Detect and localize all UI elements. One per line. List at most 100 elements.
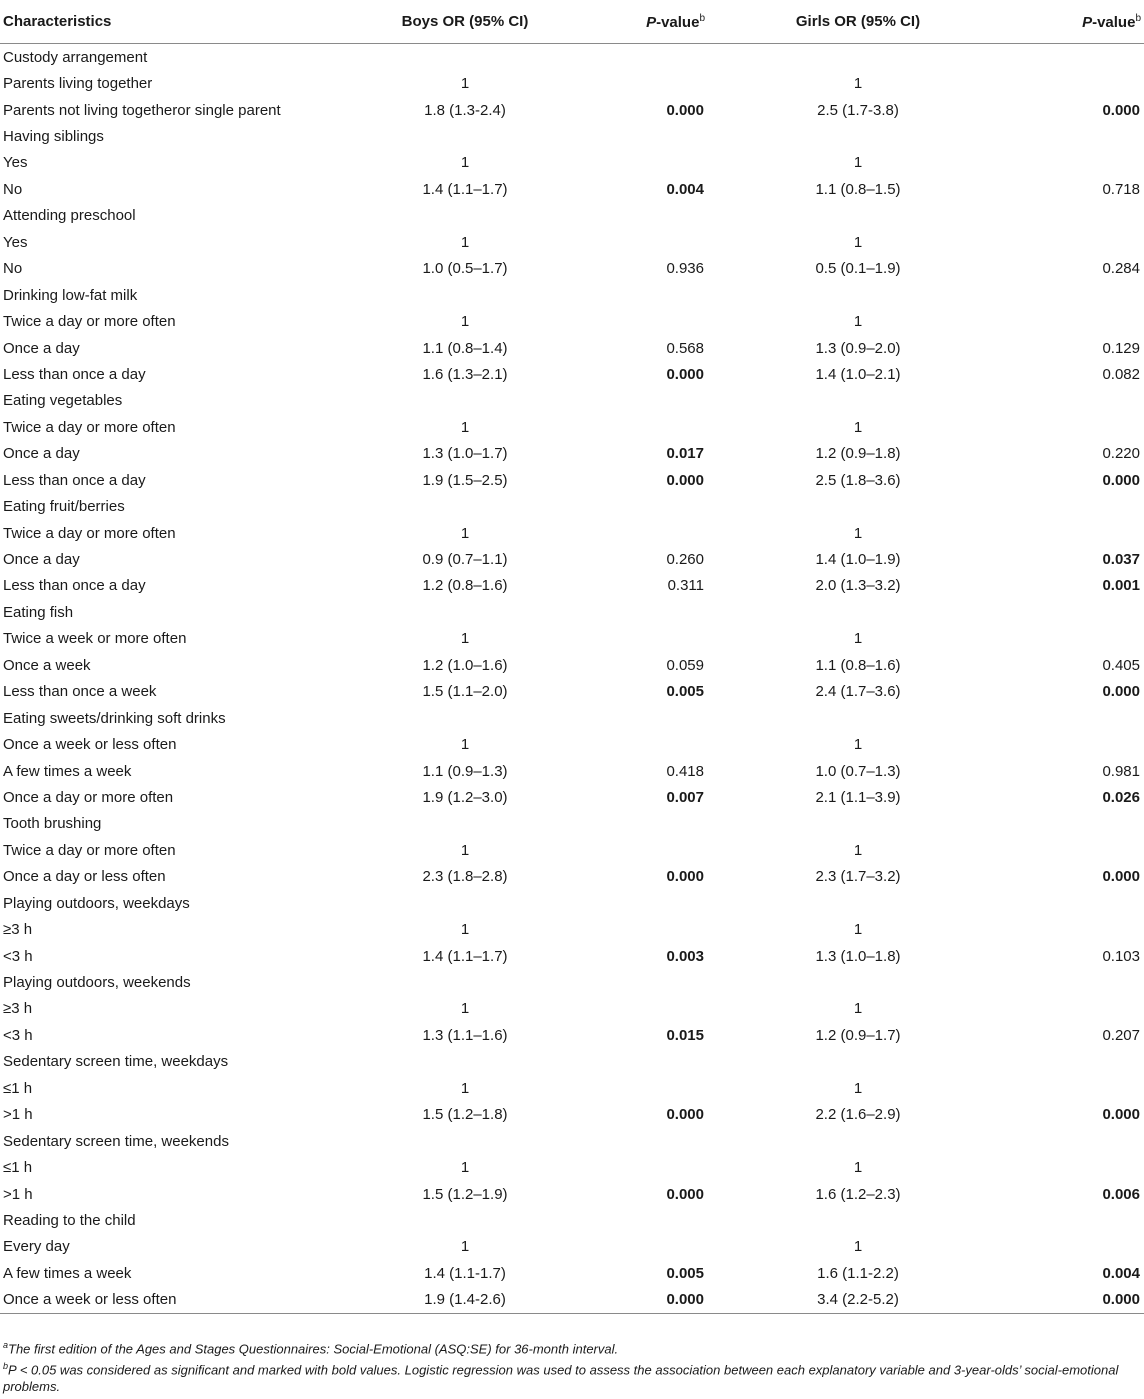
boys-p-value-cell xyxy=(600,837,708,863)
girls-or-cell: 2.4 (1.7–3.6) xyxy=(815,683,901,701)
girls-or-cell: 1.3 (1.0–1.8) xyxy=(815,947,901,965)
row-characteristic: Once a day xyxy=(3,445,80,463)
boys-or-cell: 1 xyxy=(460,524,470,542)
row-characteristic: No xyxy=(3,260,23,278)
row-characteristic: Attending preschool xyxy=(3,207,136,225)
table-row: Parents not living togetheror single par… xyxy=(0,97,1144,123)
boys-p-value-cell xyxy=(600,811,708,837)
boys-or-cell: 0.9 (0.7–1.1) xyxy=(422,551,508,569)
boys-or-cell: 1 xyxy=(460,75,470,93)
table-row: Having siblings xyxy=(0,123,1144,149)
row-characteristic: Twice a day or more often xyxy=(3,313,176,331)
table-row: Once a day or more often 1.9 (1.2–3.0) 0.0… xyxy=(0,784,1144,810)
girls-or-cell: 3.4 (2.2-5.2) xyxy=(708,1286,1008,1314)
girls-or-cell xyxy=(708,123,1008,149)
boys-p-value-cell xyxy=(600,414,708,440)
header-p-suffix: -value xyxy=(1092,13,1136,31)
row-characteristic: >1 h xyxy=(3,1106,33,1124)
boys-p-value-cell: 0.017 xyxy=(666,445,704,463)
girls-or-cell: 1.1 (0.8–1.6) xyxy=(815,656,901,674)
table-row: Playing outdoors, weekends xyxy=(0,969,1144,995)
girls-p-value-cell xyxy=(1008,203,1144,229)
girls-p-value-cell xyxy=(1008,229,1144,255)
boys-p-value-cell xyxy=(600,520,708,546)
row-characteristic: ≤1 h xyxy=(3,1079,33,1097)
table-row: <3 h 1.4 (1.1–1.7) 0.003 1.3 (1.0–1.8) 0.103 xyxy=(0,943,1144,969)
boys-p-value-cell: 0.004 xyxy=(666,180,704,198)
boys-p-value-cell: 0.000 xyxy=(666,101,704,119)
boys-p-value-cell: 0.007 xyxy=(666,788,704,806)
table-row: Sedentary screen time, weekdays xyxy=(0,1049,1144,1075)
boys-or-cell: 1.5 (1.2–1.8) xyxy=(422,1106,508,1124)
row-characteristic: Twice a day or more often xyxy=(3,418,176,436)
table-row: Yes 1 1 xyxy=(0,150,1144,176)
boys-or-cell xyxy=(330,811,600,837)
table-row: A few times a week 1.4 (1.1-1.7) 0.005 1.6 … xyxy=(0,1260,1144,1286)
row-characteristic: Once a day xyxy=(3,339,80,357)
girls-or-cell: 1 xyxy=(853,418,863,436)
girls-or-cell xyxy=(708,388,1008,414)
row-characteristic: Less than once a week xyxy=(3,683,157,701)
boys-p-value-cell xyxy=(600,388,708,414)
header-p-letter: P xyxy=(1082,13,1093,31)
table-row: ≤1 h 1 1 xyxy=(0,1154,1144,1180)
row-characteristic: Playing outdoors, weekdays xyxy=(3,894,190,912)
girls-or-cell: 1.2 (0.9–1.8) xyxy=(815,445,901,463)
table-row: Custody arrangement xyxy=(0,44,1144,71)
boys-p-value-cell: 0.568 xyxy=(666,339,704,357)
boys-or-cell: 1 xyxy=(460,1159,470,1177)
girls-or-cell xyxy=(708,282,1008,308)
boys-p-value-cell xyxy=(600,1234,708,1260)
boys-or-cell xyxy=(330,969,600,995)
table-row: Once a day 1.3 (1.0–1.7) 0.017 1.2 (0.9–1.8… xyxy=(0,441,1144,467)
boys-or-cell xyxy=(330,705,600,731)
girls-or-cell xyxy=(708,890,1008,916)
row-characteristic: A few times a week xyxy=(3,1264,132,1282)
girls-or-cell: 1.1 (0.8–1.5) xyxy=(815,180,901,198)
girls-p-value-cell xyxy=(1008,150,1144,176)
row-characteristic: No xyxy=(3,180,23,198)
boys-or-cell xyxy=(330,493,600,519)
girls-or-cell: 2.2 (1.6–2.9) xyxy=(815,1106,901,1124)
boys-or-cell xyxy=(330,388,600,414)
girls-p-value-cell: 0.037 xyxy=(1102,551,1140,569)
boys-p-value-cell: 0.000 xyxy=(666,1185,704,1203)
header-p-suffix: -value xyxy=(656,13,700,31)
girls-or-cell xyxy=(708,1207,1008,1233)
results-table-container: Characteristics Boys OR (95% CI) P-value… xyxy=(0,0,1144,1314)
boys-or-cell xyxy=(330,203,600,229)
girls-p-value-cell xyxy=(1008,626,1144,652)
footnote-a-text: The first edition of the Ages and Stages… xyxy=(8,1341,619,1357)
boys-or-cell: 1 xyxy=(460,1079,470,1097)
footnote-b-marker: b xyxy=(3,1360,9,1371)
row-characteristic: Twice a week or more often xyxy=(3,630,187,648)
girls-p-value-cell: 0.004 xyxy=(1102,1264,1140,1282)
girls-or-cell: 1 xyxy=(853,1159,863,1177)
girls-or-cell: 1 xyxy=(853,921,863,939)
table-row: Eating fish xyxy=(0,599,1144,625)
boys-p-value-cell: 0.003 xyxy=(666,947,704,965)
boys-or-cell: 1.4 (1.1–1.7) xyxy=(422,180,508,198)
boys-or-cell: 1 xyxy=(460,418,470,436)
boys-p-value-cell xyxy=(600,1075,708,1101)
table-row: <3 h 1.3 (1.1–1.6) 0.015 1.2 (0.9–1.7) 0.207 xyxy=(0,1022,1144,1048)
table-row: Tooth brushing xyxy=(0,811,1144,837)
table-row: >1 h 1.5 (1.2–1.9) 0.000 1.6 (1.2–2.3) 0.006 xyxy=(0,1181,1144,1207)
girls-or-cell: 2.5 (1.8–3.6) xyxy=(815,471,901,489)
boys-p-value-cell xyxy=(600,1207,708,1233)
boys-p-value-cell xyxy=(600,44,708,71)
boys-or-cell: 1.5 (1.2–1.9) xyxy=(422,1185,508,1203)
girls-or-cell xyxy=(708,44,1008,71)
girls-p-value-cell xyxy=(1008,1234,1144,1260)
table-row: Twice a day or more often 1 1 xyxy=(0,520,1144,546)
boys-p-value-cell xyxy=(600,150,708,176)
table-row: Eating vegetables xyxy=(0,388,1144,414)
girls-p-value-cell: 0.000 xyxy=(1008,1286,1144,1314)
girls-p-value-cell: 0.001 xyxy=(1102,577,1140,595)
boys-p-value-cell: 0.015 xyxy=(666,1026,704,1044)
header-girls-or: Girls OR (95% CI) xyxy=(708,0,1008,44)
table-row: Once a week or less often 1 1 xyxy=(0,731,1144,757)
table-row: >1 h 1.5 (1.2–1.8) 0.000 2.2 (1.6–2.9) 0.000 xyxy=(0,1102,1144,1128)
boys-or-cell: 1 xyxy=(460,313,470,331)
boys-or-cell: 1.3 (1.0–1.7) xyxy=(422,445,508,463)
